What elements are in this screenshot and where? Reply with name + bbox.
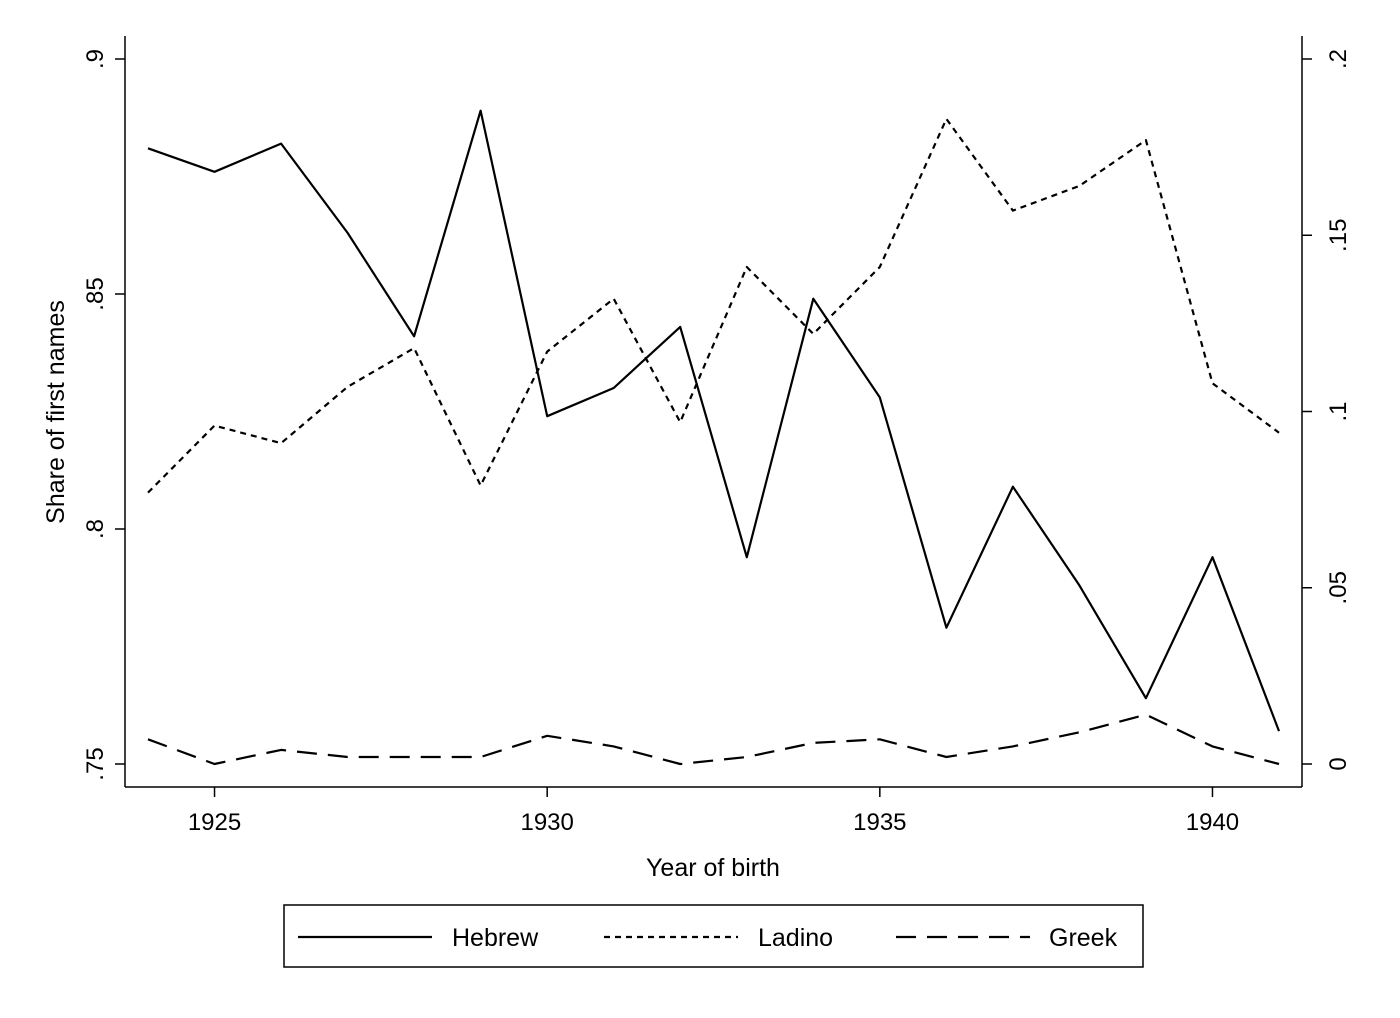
x-tick-label: 1935	[853, 809, 906, 836]
x-axis-ticks: 1925 1930 1935 1940	[188, 787, 1239, 836]
y-tick-label: .8	[82, 519, 109, 539]
series-line-hebrew	[147, 109, 1281, 732]
legend-label-hebrew: Hebrew	[452, 924, 539, 952]
y2-tick-label: .05	[1325, 571, 1352, 604]
y-axis-left-ticks: .75 .8 .85 .9	[82, 49, 125, 781]
y-tick-label: .75	[82, 747, 109, 780]
y2-tick-label: .2	[1325, 49, 1352, 69]
legend: Hebrew Ladino Greek	[283, 904, 1144, 968]
y-axis-right-ticks: 0 .05 .1 .15 .2	[1302, 49, 1352, 771]
y-tick-label: .9	[82, 49, 109, 69]
y-tick-label: .85	[82, 277, 109, 310]
series-line-ladino	[147, 117, 1280, 494]
x-tick-label: 1940	[1186, 809, 1239, 836]
y2-tick-label: 0	[1325, 757, 1352, 770]
x-axis-title: Year of birth	[646, 854, 780, 882]
y-axis-title: Share of first names	[42, 300, 70, 524]
legend-label-ladino: Ladino	[758, 924, 833, 952]
y2-tick-label: .1	[1325, 401, 1352, 421]
series-line-greek	[147, 713, 1280, 766]
x-tick-label: 1930	[520, 809, 573, 836]
legend-items: Hebrew Ladino Greek	[298, 924, 1118, 952]
x-tick-label: 1925	[188, 809, 241, 836]
y2-tick-label: .15	[1325, 219, 1352, 252]
legend-label-greek: Greek	[1049, 924, 1118, 952]
series-lines	[147, 109, 1281, 766]
